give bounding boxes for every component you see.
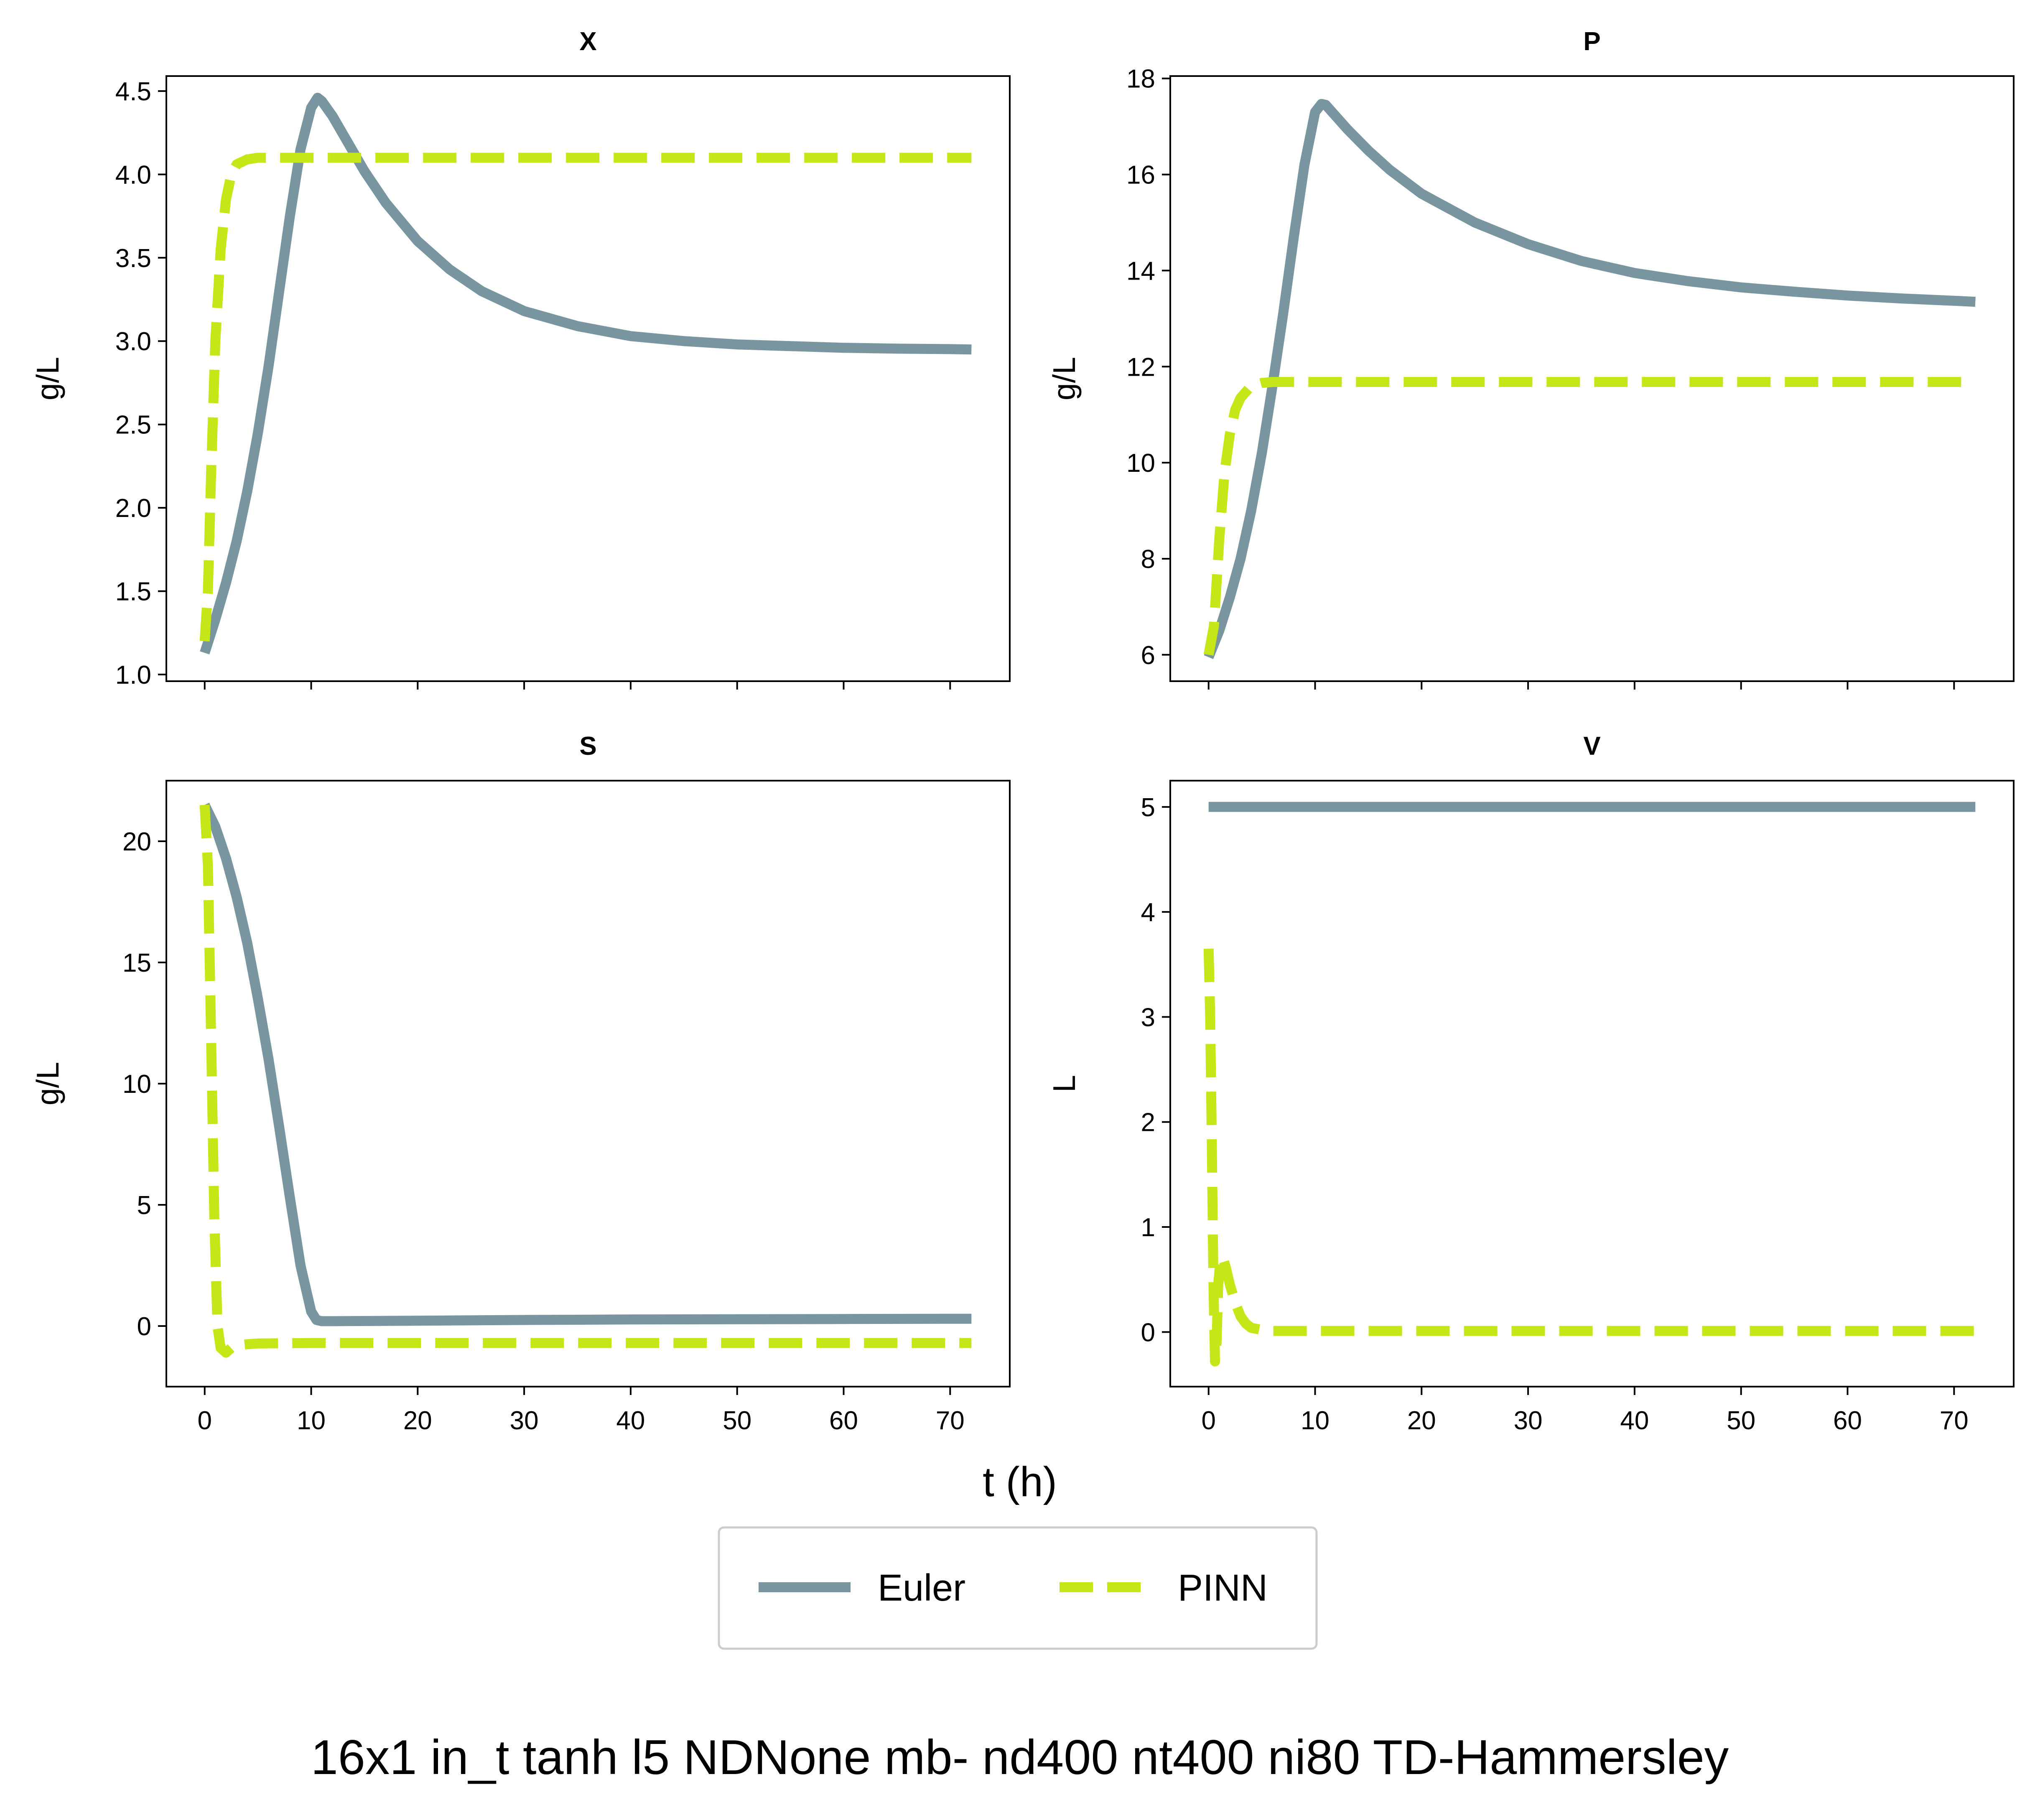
s-ytick-label: 10 <box>122 1070 151 1099</box>
p-ytick-label: 6 <box>1141 641 1155 670</box>
v-xtick-label: 10 <box>1301 1406 1329 1435</box>
x-ytick-label: 1.0 <box>115 661 151 690</box>
x-ytick-label: 4.0 <box>115 160 151 189</box>
x-axis-label: t (h) <box>983 1459 1057 1505</box>
x-ytick-label: 4.5 <box>115 77 151 106</box>
s-y-axis-label: g/L <box>30 1062 65 1105</box>
p-ytick-label: 14 <box>1126 257 1155 285</box>
s-xtick-label: 70 <box>936 1406 965 1435</box>
x-y-axis-label: g/L <box>30 357 65 400</box>
p-series-group <box>1203 99 1976 659</box>
v-ytick-label: 2 <box>1141 1108 1155 1137</box>
panel-s: 0 5 10 15 20 0 10 20 30 40 50 60 70 Sg/L <box>30 732 1011 1435</box>
v-xtick-label: 30 <box>1514 1406 1543 1435</box>
p-ytick-label: 8 <box>1141 545 1155 574</box>
s-ytick-label: 15 <box>122 949 151 977</box>
p-series-pinn <box>1203 377 1976 656</box>
panel-p: 6 8 10 12 14 16 18 Pg/L <box>1047 27 2015 690</box>
x-ytick-label: 3.5 <box>115 244 151 273</box>
v-xtick-label: 50 <box>1727 1406 1755 1435</box>
x-axes-frame <box>166 75 1011 682</box>
s-ytick-label: 5 <box>137 1191 151 1220</box>
p-ytick-label: 18 <box>1126 65 1155 94</box>
v-ytick-label: 5 <box>1141 793 1155 822</box>
s-series-group <box>199 802 972 1358</box>
s-ytick-label: 20 <box>122 827 151 856</box>
s-xtick-label: 40 <box>616 1406 645 1435</box>
v-y-axis-label: L <box>1047 1075 1082 1092</box>
v-series-group <box>1203 802 1976 1367</box>
s-xtick-label: 20 <box>403 1406 432 1435</box>
x-ytick-label: 1.5 <box>115 578 151 606</box>
p-series-euler <box>1204 99 1976 659</box>
s-series-euler <box>200 802 972 1326</box>
v-xtick-label: 70 <box>1940 1406 1969 1435</box>
s-xtick-label: 0 <box>197 1406 211 1435</box>
v-xtick-label: 40 <box>1620 1406 1649 1435</box>
p-ytick-label: 10 <box>1126 449 1155 478</box>
figure-suptitle: 16x1 in_t tanh l5 NDNone mb- nd400 nt400… <box>311 1730 1729 1784</box>
legend-box <box>718 1526 1318 1650</box>
p-y-axis-label: g/L <box>1047 357 1082 400</box>
s-panel-title: S <box>579 732 596 761</box>
legend: Euler PINN <box>718 1526 1318 1650</box>
p-panel-title: P <box>1583 27 1600 56</box>
v-ytick-label: 3 <box>1141 1003 1155 1032</box>
v-xtick-label: 60 <box>1833 1406 1862 1435</box>
v-ytick-label: 0 <box>1141 1318 1155 1347</box>
v-axes-frame <box>1169 780 2015 1387</box>
p-axes-frame <box>1169 75 2015 682</box>
panel-x: 1.0 1.5 2.0 2.5 3.0 3.5 4.0 4.5 Xg/L <box>30 27 1011 690</box>
v-ytick-label: 1 <box>1141 1213 1155 1242</box>
x-panel-title: X <box>579 27 596 56</box>
s-xtick-label: 50 <box>723 1406 751 1435</box>
v-panel-title: V <box>1583 732 1600 761</box>
s-ytick-label: 0 <box>137 1312 151 1341</box>
x-ytick-label: 2.0 <box>115 494 151 523</box>
v-series-pinn <box>1203 948 1976 1367</box>
x-ytick-label: 3.0 <box>115 327 151 356</box>
v-ytick-label: 4 <box>1141 898 1155 927</box>
s-xtick-label: 30 <box>510 1406 539 1435</box>
legend-label-pinn: PINN <box>1178 1567 1268 1609</box>
x-ytick-label: 2.5 <box>115 411 151 440</box>
s-xtick-label: 60 <box>829 1406 858 1435</box>
v-xtick-label: 20 <box>1407 1406 1436 1435</box>
p-ytick-label: 16 <box>1126 161 1155 190</box>
x-series-group <box>199 92 972 654</box>
s-series-pinn <box>199 804 972 1358</box>
v-xtick-label: 0 <box>1201 1406 1215 1435</box>
s-xtick-label: 10 <box>297 1406 326 1435</box>
p-ytick-label: 12 <box>1126 353 1155 382</box>
legend-label-euler: Euler <box>878 1567 965 1609</box>
